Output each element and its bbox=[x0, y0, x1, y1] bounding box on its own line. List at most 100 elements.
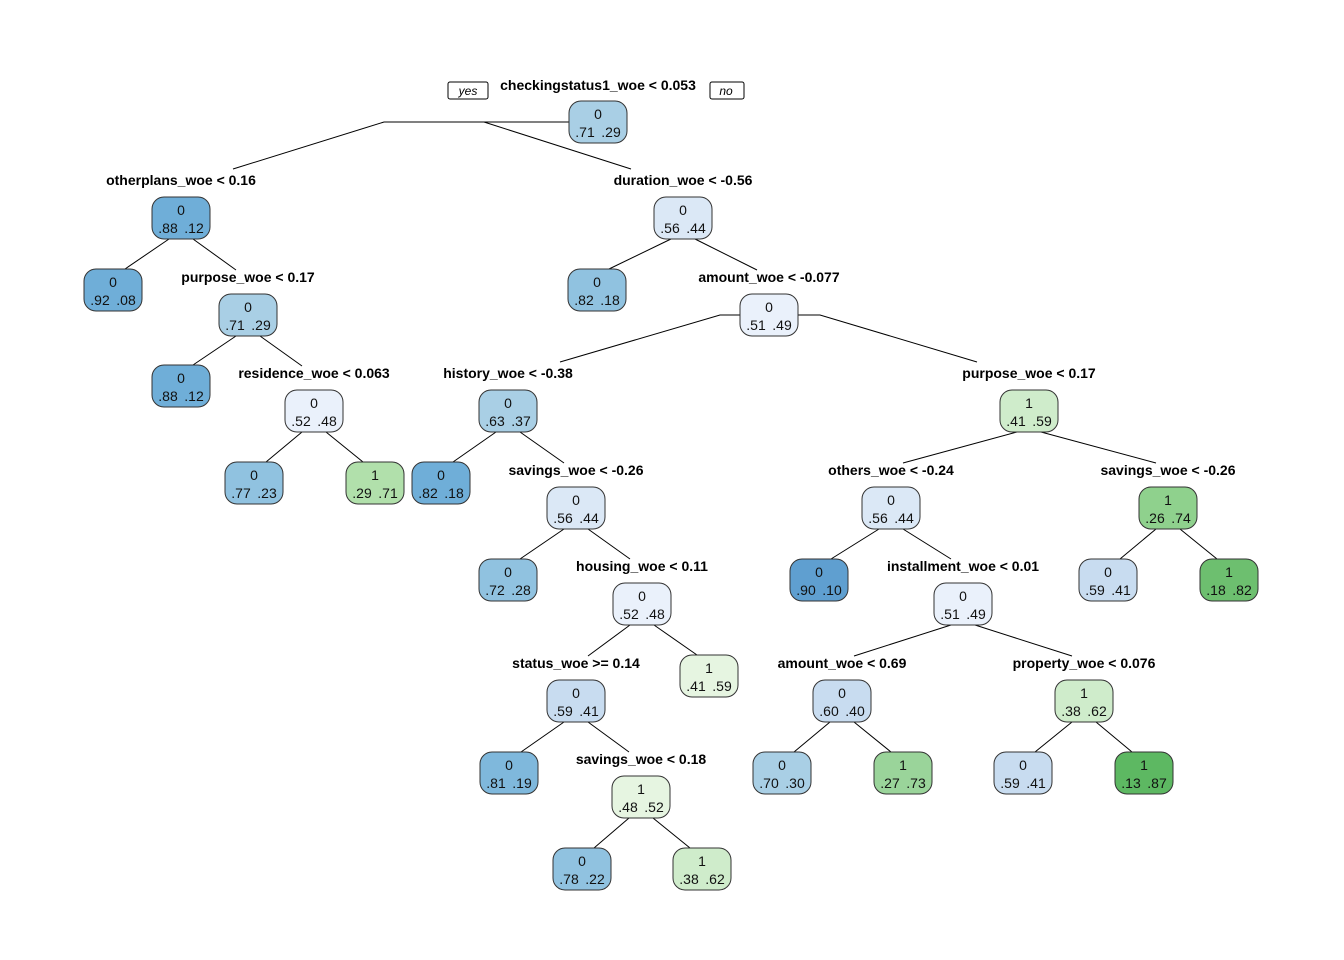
tree-node: 0 .77 .23 bbox=[224, 461, 284, 505]
node-box bbox=[478, 389, 538, 433]
node-box bbox=[218, 293, 278, 337]
node-prob-class0: .13 bbox=[1121, 775, 1141, 791]
tree-edge bbox=[653, 624, 698, 656]
tree-node: 1 .27 .73 bbox=[873, 751, 933, 795]
tree-node: 0 .88 .12 bbox=[151, 364, 211, 408]
node-prob-class0: .59 bbox=[553, 703, 573, 719]
node-prob-class0: .52 bbox=[619, 606, 639, 622]
node-prob-class0: .71 bbox=[575, 124, 595, 140]
tree-edge bbox=[1095, 721, 1133, 753]
node-predicted-class: 0 bbox=[578, 853, 586, 869]
tree-node: 0 .51 .49 bbox=[739, 293, 799, 337]
node-prob-class0: .27 bbox=[880, 775, 900, 791]
node-prob-class0: .92 bbox=[90, 292, 110, 308]
node-predicted-class: 0 bbox=[572, 492, 580, 508]
node-box bbox=[752, 751, 812, 795]
node-prob-class1: .29 bbox=[251, 317, 271, 333]
tree-node: 1 .48 .52 bbox=[611, 775, 671, 819]
node-box bbox=[739, 293, 799, 337]
node-box bbox=[151, 364, 211, 408]
split-condition: property_woe < 0.076 bbox=[1013, 655, 1156, 671]
node-predicted-class: 0 bbox=[593, 274, 601, 290]
node-box bbox=[546, 679, 606, 723]
tree-node: 0 .56 .44 bbox=[546, 486, 606, 530]
node-predicted-class: 0 bbox=[1019, 757, 1027, 773]
tree-node: 0 .52 .48 bbox=[284, 389, 344, 433]
tree-node: 0 .60 .40 bbox=[812, 679, 872, 723]
tree-edge bbox=[608, 238, 672, 270]
tree-node: 1 .18 .82 bbox=[1199, 558, 1259, 602]
node-prob-class1: .59 bbox=[1032, 413, 1052, 429]
node-predicted-class: 0 bbox=[177, 202, 185, 218]
node-predicted-class: 0 bbox=[177, 370, 185, 386]
node-prob-class0: .56 bbox=[660, 220, 680, 236]
node-box bbox=[873, 751, 933, 795]
node-prob-class0: .70 bbox=[759, 775, 779, 791]
node-prob-class0: .29 bbox=[352, 485, 372, 501]
tree-edges bbox=[124, 121, 1218, 849]
node-prob-class0: .48 bbox=[618, 799, 638, 815]
tree-node: 0 .90 .10 bbox=[789, 558, 849, 602]
node-predicted-class: 1 bbox=[1080, 685, 1088, 701]
tree-edge bbox=[587, 721, 630, 753]
node-prob-class1: .23 bbox=[257, 485, 277, 501]
node-prob-class1: .22 bbox=[585, 871, 605, 887]
node-predicted-class: 0 bbox=[504, 395, 512, 411]
node-prob-class1: .74 bbox=[1171, 510, 1191, 526]
node-prob-class1: .18 bbox=[600, 292, 620, 308]
node-prob-class1: .44 bbox=[579, 510, 599, 526]
split-labels: checkingstatus1_woe < 0.053 otherplans_wo… bbox=[106, 77, 1236, 767]
node-prob-class1: .82 bbox=[1232, 582, 1252, 598]
node-box bbox=[993, 751, 1053, 795]
node-predicted-class: 1 bbox=[371, 467, 379, 483]
node-box bbox=[568, 100, 628, 144]
node-prob-class0: .56 bbox=[553, 510, 573, 526]
tree-node: 0 .59 .41 bbox=[1078, 558, 1138, 602]
node-box bbox=[1054, 679, 1114, 723]
node-prob-class0: .56 bbox=[868, 510, 888, 526]
node-prob-class1: .18 bbox=[444, 485, 464, 501]
node-box bbox=[479, 751, 539, 795]
tree-edge bbox=[259, 335, 303, 367]
node-predicted-class: 0 bbox=[765, 299, 773, 315]
node-box bbox=[1114, 751, 1174, 795]
node-box bbox=[224, 461, 284, 505]
node-prob-class1: .40 bbox=[845, 703, 865, 719]
tree-edge bbox=[452, 431, 497, 463]
node-box bbox=[284, 389, 344, 433]
tree-edge bbox=[325, 431, 364, 463]
node-prob-class1: .19 bbox=[512, 775, 532, 791]
tree-edge bbox=[1119, 528, 1157, 560]
node-prob-class1: .12 bbox=[184, 220, 204, 236]
tree-edge bbox=[593, 817, 630, 849]
node-prob-class0: .81 bbox=[486, 775, 506, 791]
tree-node: 1 .13 .87 bbox=[1114, 751, 1174, 795]
tree-node: 0 .82 .18 bbox=[411, 461, 471, 505]
node-prob-class0: .82 bbox=[574, 292, 594, 308]
tree-edge bbox=[853, 721, 892, 753]
node-predicted-class: 0 bbox=[815, 564, 823, 580]
tree-edge bbox=[902, 431, 1018, 464]
node-box bbox=[345, 461, 405, 505]
tree-edge bbox=[265, 431, 303, 463]
node-predicted-class: 0 bbox=[572, 685, 580, 701]
node-predicted-class: 0 bbox=[887, 492, 895, 508]
node-predicted-class: 1 bbox=[899, 757, 907, 773]
node-box bbox=[546, 486, 606, 530]
split-condition: otherplans_woe < 0.16 bbox=[106, 172, 256, 188]
tree-edge bbox=[1034, 721, 1073, 753]
node-predicted-class: 1 bbox=[1140, 757, 1148, 773]
node-prob-class0: .77 bbox=[231, 485, 251, 501]
split-condition: status_woe >= 0.14 bbox=[512, 655, 640, 671]
node-prob-class1: .71 bbox=[378, 485, 398, 501]
node-predicted-class: 1 bbox=[698, 853, 706, 869]
node-prob-class0: .59 bbox=[1000, 775, 1020, 791]
tree-edge bbox=[124, 238, 170, 270]
node-prob-class0: .88 bbox=[158, 220, 178, 236]
node-box bbox=[1138, 486, 1198, 530]
node-prob-class1: .08 bbox=[116, 292, 136, 308]
node-box bbox=[478, 558, 538, 602]
node-prob-class1: .41 bbox=[579, 703, 599, 719]
tree-node: 1 .38 .62 bbox=[1054, 679, 1114, 723]
